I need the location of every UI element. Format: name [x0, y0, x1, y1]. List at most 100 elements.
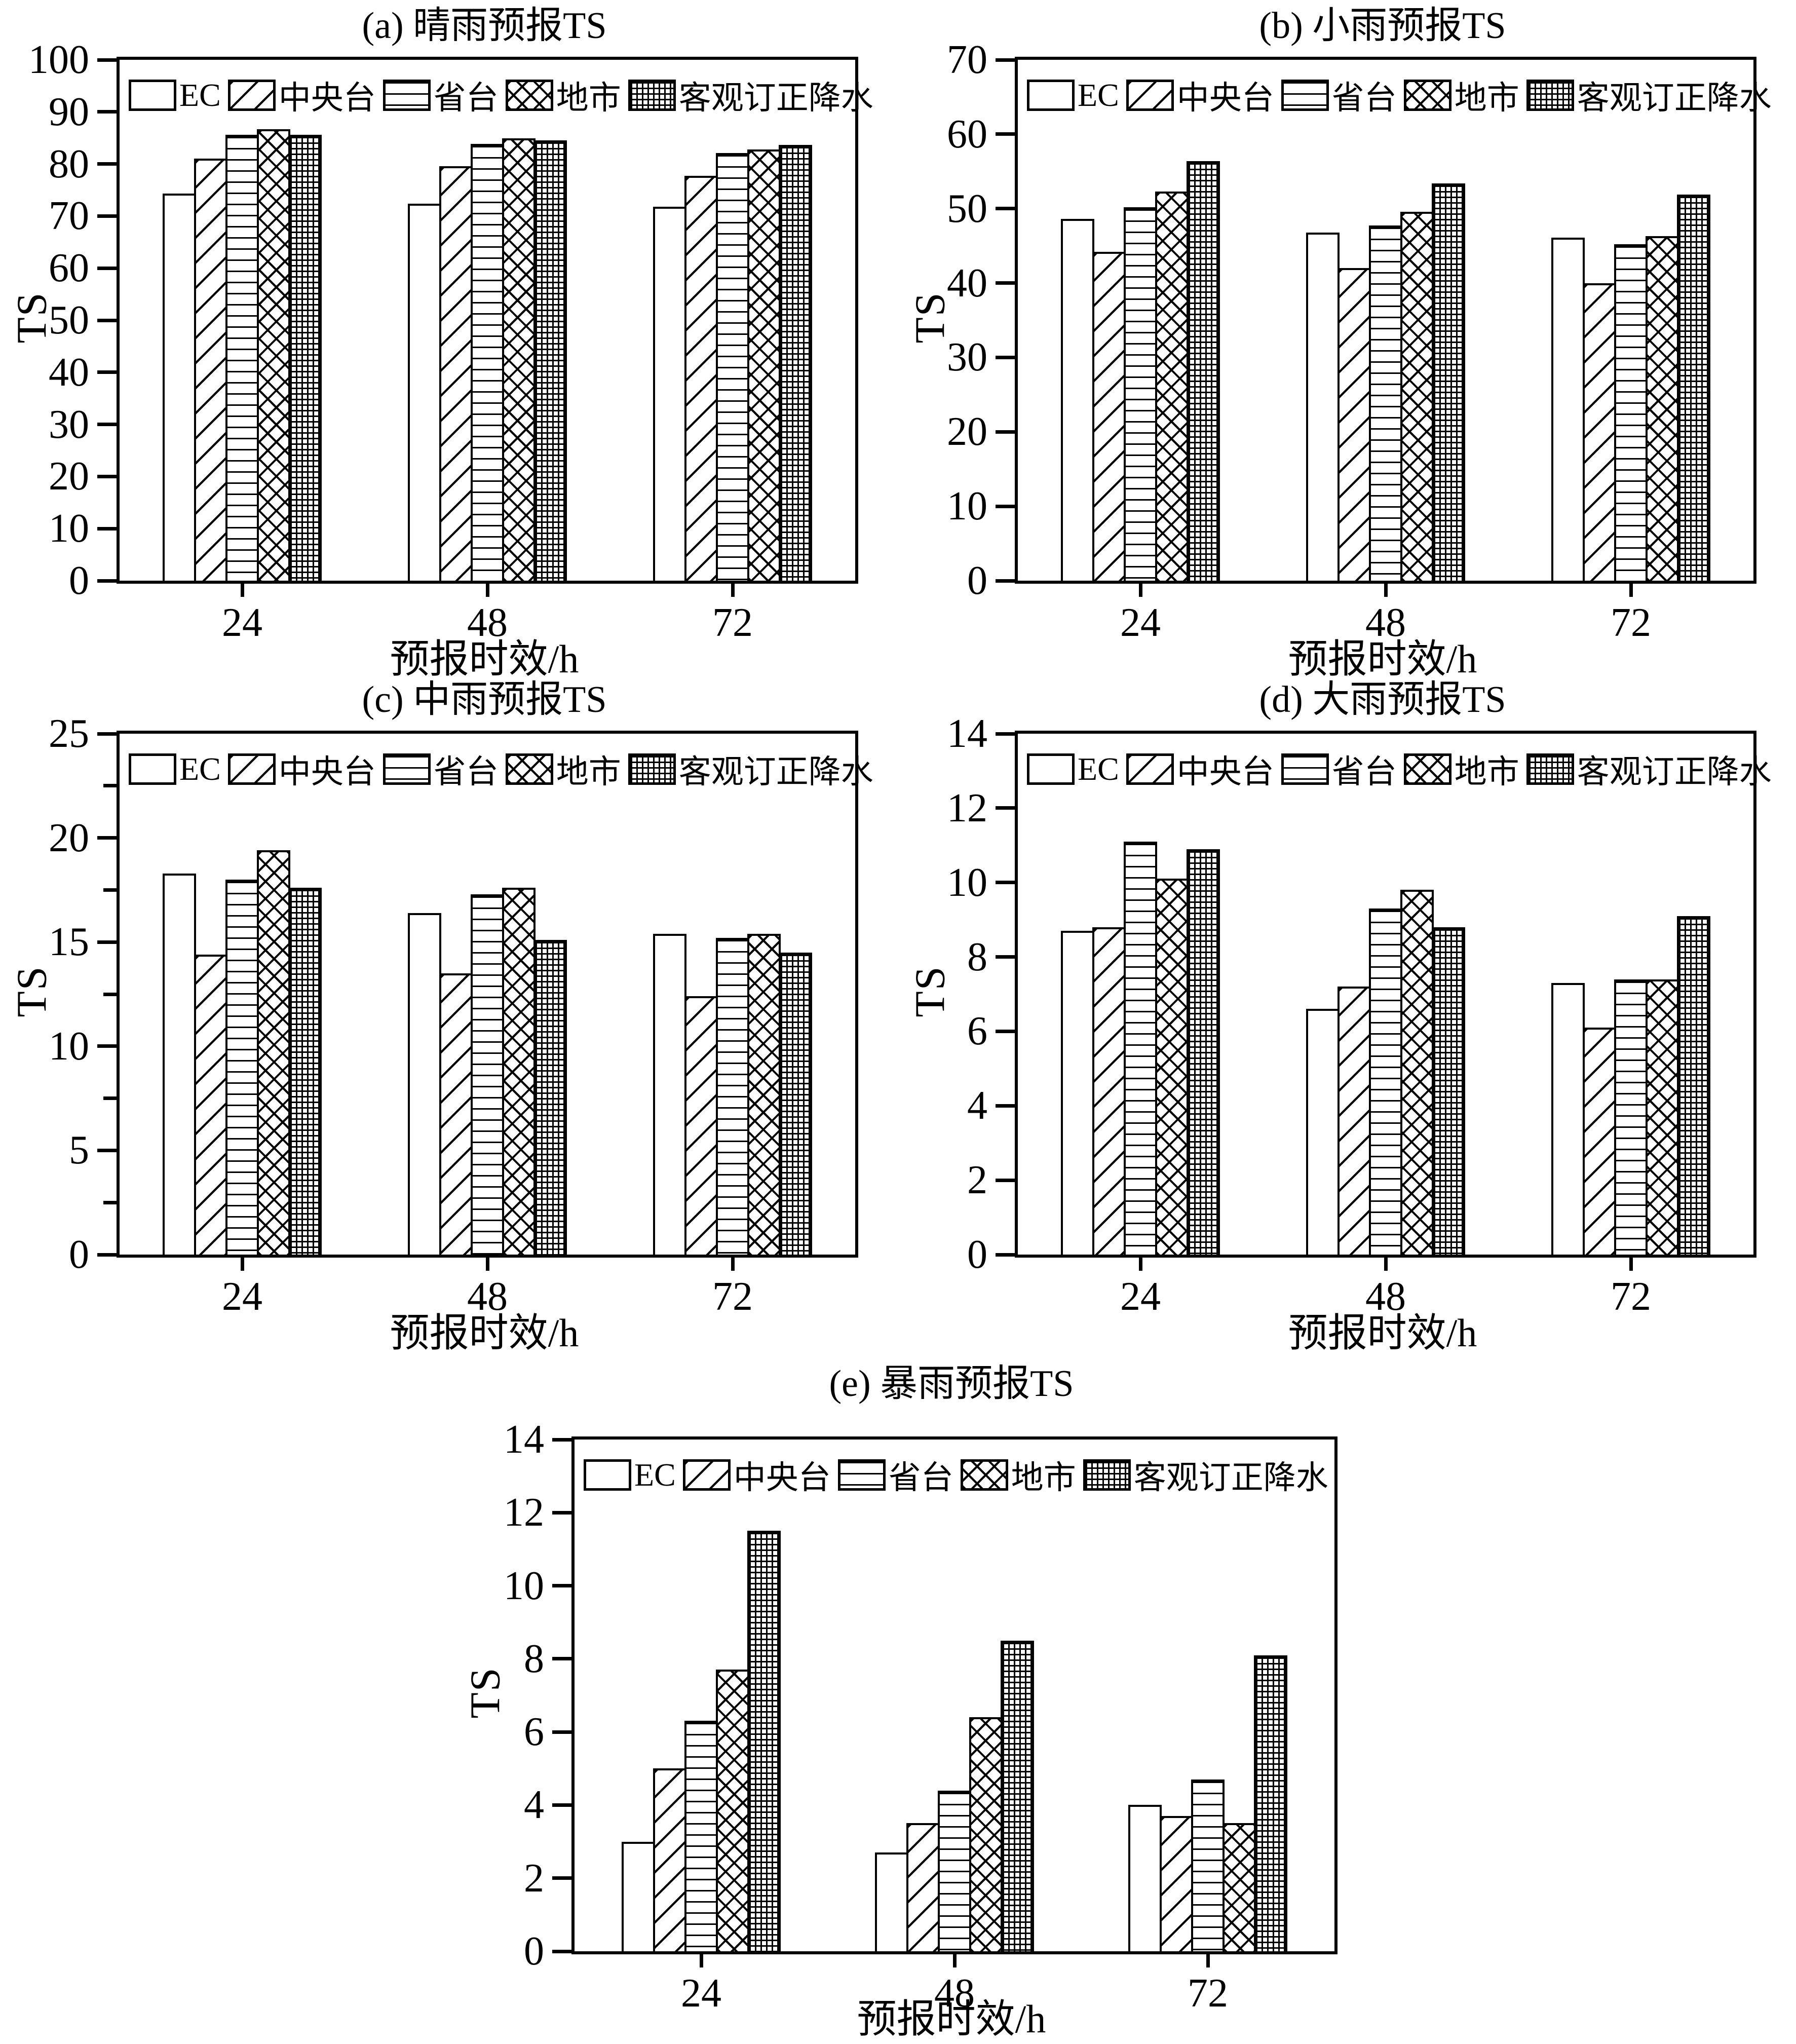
bar-c-48h-地市 [502, 888, 536, 1255]
x-category-label: 24 [222, 600, 262, 645]
bar-d-48h-省台 [1369, 909, 1402, 1255]
plot-area: EC 中央台 省台 地市 客观订正降水 [1015, 731, 1772, 1258]
y-tick-label: 0 [967, 1232, 987, 1277]
x-tick [1629, 1258, 1633, 1271]
y-tick [97, 940, 117, 944]
y-tick-label: 40 [49, 350, 89, 395]
x-category-label: 48 [467, 1274, 508, 1319]
y-tick-label: 10 [504, 1563, 544, 1608]
y-tick-label: 50 [49, 298, 89, 343]
x-tick [731, 584, 735, 597]
bar-d-24h-中央台 [1092, 927, 1126, 1255]
y-tick [97, 474, 117, 478]
y-minor-tick [103, 1096, 117, 1101]
bar-b-24h-地市 [1155, 192, 1189, 581]
legend-label: 中央台 [1176, 754, 1274, 790]
y-tick [97, 110, 117, 114]
legend-swatch-grid [628, 80, 676, 111]
y-tick-label: 60 [49, 246, 89, 291]
bar-c-24h-EC [163, 874, 196, 1255]
bar-e-24h-中央台 [653, 1768, 686, 1951]
y-minor-tick [103, 784, 117, 788]
bar-c-72h-EC [653, 934, 686, 1255]
legend-swatch-hlines [1281, 753, 1329, 785]
y-tick-label: 40 [947, 260, 987, 306]
y-tick-label: 4 [524, 1783, 544, 1828]
bar-d-48h-中央台 [1338, 987, 1371, 1255]
bar-d-24h-省台 [1124, 842, 1157, 1255]
bar-b-72h-客观订正降水 [1677, 195, 1710, 581]
bar-a-48h-客观订正降水 [533, 140, 567, 581]
legend-item: 地市 [1403, 72, 1519, 119]
legend-item: EC [129, 77, 221, 114]
legend-swatch-diagonal [1126, 753, 1174, 785]
bar-a-72h-省台 [716, 153, 749, 581]
bar-e-72h-中央台 [1160, 1816, 1193, 1951]
bar-e-24h-地市 [716, 1670, 749, 1951]
y-tick-label: 30 [49, 402, 89, 447]
legend-swatch-crosshatch [1403, 80, 1451, 111]
bar-e-72h-省台 [1191, 1780, 1225, 1951]
x-tick [1384, 584, 1388, 597]
bar-e-24h-省台 [684, 1721, 718, 1951]
bar-c-24h-中央台 [194, 955, 227, 1255]
x-tick [240, 584, 244, 597]
bar-d-72h-省台 [1614, 979, 1648, 1255]
legend-swatch-diagonal [227, 80, 276, 111]
legend-swatch-hlines [383, 753, 431, 785]
legend-label: 客观订正降水 [1577, 80, 1772, 116]
y-tick-label: 20 [947, 409, 987, 455]
y-tick [996, 1029, 1015, 1033]
chart-title: (a) 晴雨预报TS [362, 5, 607, 47]
bar-c-72h-中央台 [684, 996, 718, 1255]
y-tick [97, 579, 117, 583]
bar-c-24h-地市 [257, 850, 290, 1255]
legend-item: 中央台 [1126, 746, 1274, 792]
bar-c-24h-客观订正降水 [288, 888, 322, 1255]
y-minor-tick [103, 888, 117, 892]
legend-label: 客观订正降水 [678, 80, 873, 116]
legend-item: 省台 [1281, 72, 1397, 119]
bar-e-24h-EC [622, 1842, 655, 1951]
bar-d-48h-EC [1306, 1009, 1340, 1255]
legend-item: 省台 [1281, 746, 1397, 792]
y-tick-label: 2 [524, 1856, 544, 1901]
legend-item: 客观订正降水 [628, 746, 873, 792]
x-tick [240, 1258, 244, 1271]
y-tick [97, 423, 117, 427]
bar-e-48h-客观订正降水 [1001, 1641, 1034, 1951]
legend-swatch-grid [1083, 1459, 1131, 1491]
y-tick [996, 132, 1015, 136]
bar-e-72h-客观订正降水 [1254, 1655, 1287, 1951]
bar-b-72h-中央台 [1583, 283, 1616, 581]
y-tick-label: 15 [49, 920, 89, 965]
bar-e-48h-EC [875, 1852, 908, 1951]
y-tick-label: 0 [69, 558, 89, 603]
x-category-label: 48 [1365, 600, 1406, 645]
legend-item: 省台 [837, 1452, 953, 1498]
bar-a-24h-省台 [225, 135, 259, 581]
bar-e-24h-客观订正降水 [747, 1531, 781, 1951]
y-tick-label: 10 [49, 506, 89, 551]
y-minor-tick [103, 1200, 117, 1204]
legend: EC 中央台 省台 地市 客观订正降水 [1027, 72, 1772, 119]
y-tick [552, 1657, 571, 1661]
legend-item: 中央台 [682, 1452, 831, 1498]
y-tick [996, 207, 1015, 211]
x-category-label: 72 [712, 1274, 753, 1319]
legend-item: 中央台 [1126, 72, 1274, 119]
chart-a: (a) 晴雨预报TS TS EC 中央台 省台 地市 客观订正降水 预报时效/h 0 10… [0, 0, 898, 681]
legend-label: 中央台 [1176, 80, 1274, 116]
y-tick-label: 0 [69, 1232, 89, 1277]
y-tick-label: 12 [947, 785, 987, 830]
y-tick [552, 1876, 571, 1880]
legend-swatch-crosshatch [1403, 753, 1451, 785]
y-tick [97, 266, 117, 270]
y-tick [552, 1949, 571, 1953]
y-tick-label: 8 [967, 934, 987, 979]
legend-label: 地市 [1454, 80, 1519, 116]
bar-c-48h-中央台 [439, 973, 473, 1255]
legend-swatch-grid [628, 753, 676, 785]
bar-e-48h-地市 [969, 1717, 1003, 1951]
